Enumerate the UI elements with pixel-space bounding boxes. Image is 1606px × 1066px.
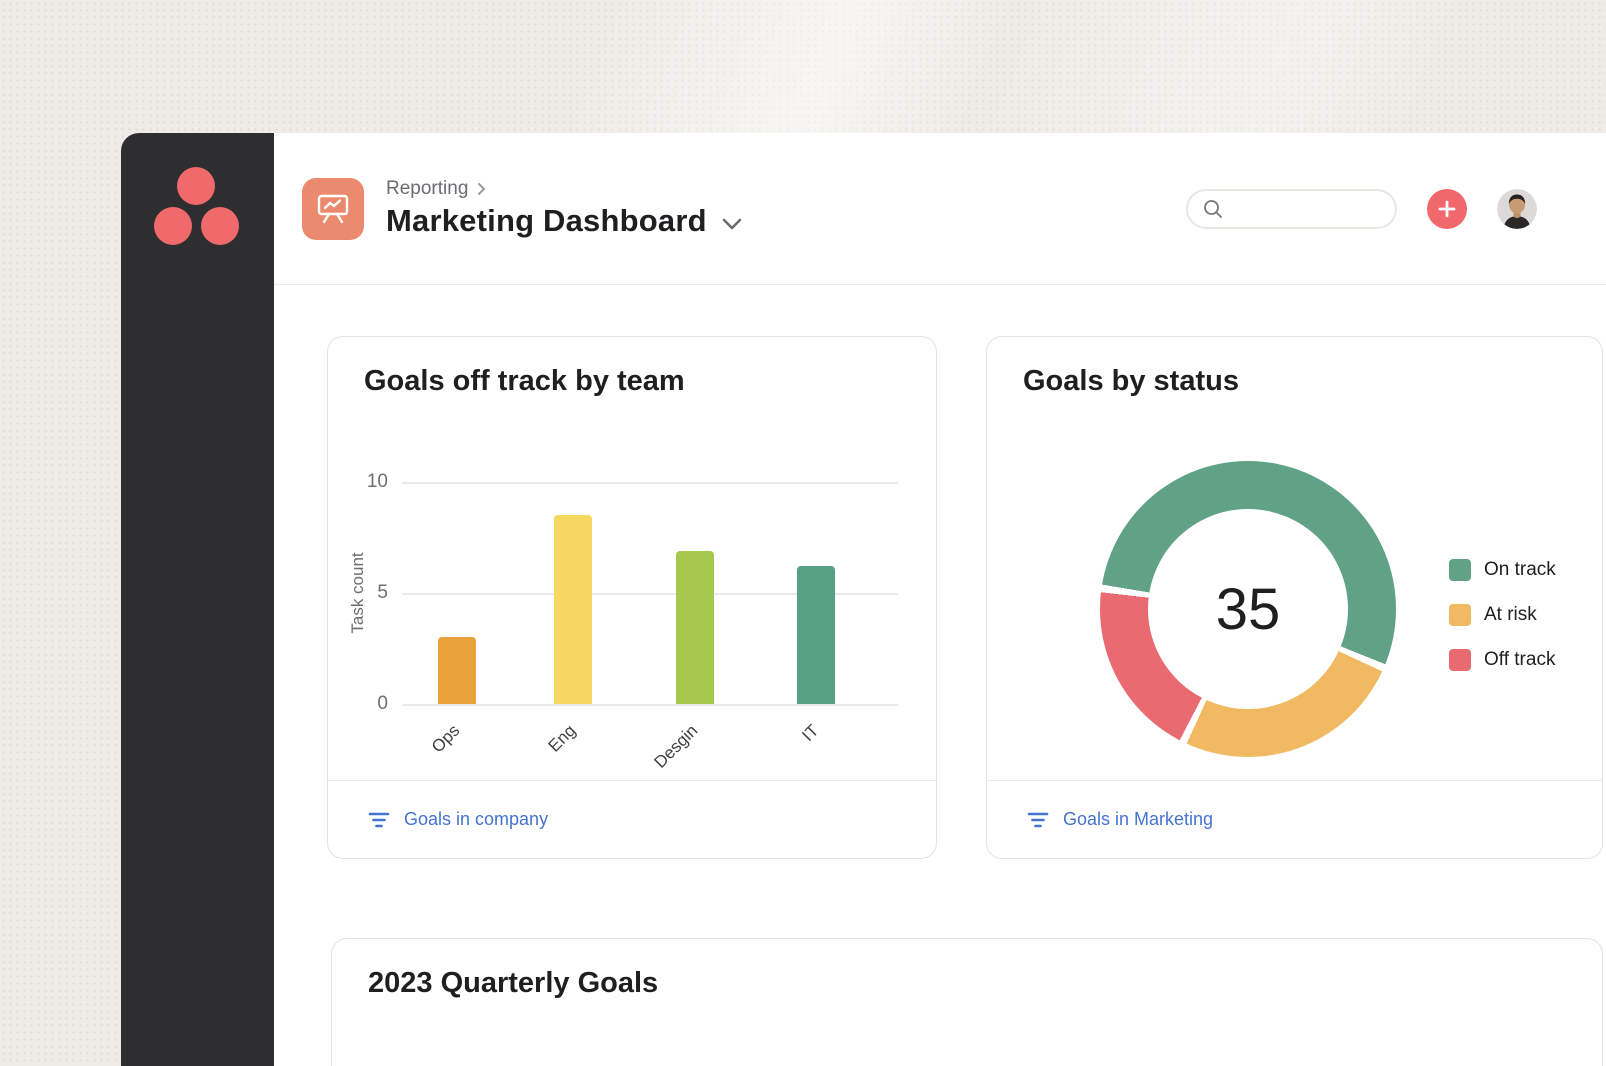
x-category-label: Desgin: [650, 720, 701, 772]
breadcrumb: Reporting: [386, 178, 743, 200]
search-bar[interactable]: [1186, 188, 1397, 229]
card-footer: Goals in company: [328, 780, 936, 858]
card-2023-quarterly-goals: 2023 Quarterly Goals 10: [331, 938, 1603, 1066]
legend-swatch: [1449, 559, 1471, 581]
filter-icon: [1027, 811, 1049, 829]
legend-swatch: [1449, 649, 1471, 671]
legend-label: On track: [1484, 559, 1556, 580]
legend-item-on-track: On track: [1449, 558, 1556, 582]
page-title: Marketing Dashboard: [386, 203, 707, 238]
bar-eng: [554, 515, 593, 704]
breadcrumb-reporting[interactable]: Reporting: [386, 178, 469, 199]
bar-chart: Task count 10 5 0 Ops Eng Desgin IT: [348, 471, 898, 772]
y-axis-title: Task count: [348, 552, 367, 634]
legend-label: At risk: [1484, 604, 1537, 625]
logo-dot: [177, 167, 215, 205]
legend-swatch: [1449, 604, 1471, 626]
x-category-label: IT: [798, 720, 823, 746]
y-tick-label: 0: [377, 693, 388, 714]
gridline: [402, 482, 898, 484]
sidebar: [121, 133, 274, 1066]
card-goals-off-track-by-team: Goals off track by team Task count 10 5 0 O…: [327, 336, 937, 859]
bar-desgin: [675, 550, 714, 704]
donut-chart: 35: [1100, 461, 1396, 757]
bar-it: [797, 566, 836, 704]
legend-label: Off track: [1484, 649, 1556, 670]
filter-icon: [368, 811, 390, 829]
goals-in-marketing-link[interactable]: Goals in Marketing: [1063, 809, 1214, 829]
main-area: Reporting Marketing Dashboard: [274, 133, 1606, 1066]
card-goals-by-status: Goals by status 35 On track At risk Off tr…: [986, 336, 1603, 859]
chevron-down-icon[interactable]: [721, 217, 743, 231]
chevron-right-icon: [476, 181, 487, 197]
dashboard-board-icon: [302, 177, 364, 240]
gridline: [402, 593, 898, 595]
legend-item-at-risk: At risk: [1449, 603, 1556, 627]
card-footer: Goals in Marketing: [987, 780, 1602, 858]
donut-center: 35: [1148, 509, 1348, 709]
asana-logo-icon[interactable]: [121, 167, 274, 247]
legend-item-off-track: Off track: [1449, 648, 1556, 672]
app-window: Reporting Marketing Dashboard: [121, 133, 1606, 1066]
title-block: Reporting Marketing Dashboard: [386, 178, 743, 239]
search-icon: [1202, 198, 1224, 220]
y-tick-label: 5: [377, 582, 388, 603]
chart-legend: On track At risk Off track: [1449, 558, 1556, 672]
create-button[interactable]: [1427, 188, 1467, 229]
y-tick-label: 10: [366, 471, 388, 492]
x-category-label: Eng: [544, 720, 580, 756]
search-input[interactable]: [1232, 199, 1383, 218]
page-header: Reporting Marketing Dashboard: [274, 133, 1606, 285]
card-title: 2023 Quarterly Goals: [368, 967, 659, 999]
logo-dot: [201, 207, 239, 245]
card-title: Goals by status: [1023, 365, 1239, 397]
dashboard-content: Goals off track by team Task count 10 5 0 O…: [274, 285, 1606, 1066]
bar-ops: [437, 637, 476, 704]
goals-in-company-link[interactable]: Goals in company: [404, 809, 549, 829]
gridline: [402, 704, 898, 706]
card-title: Goals off track by team: [364, 365, 685, 397]
x-category-label: Ops: [427, 720, 463, 757]
logo-dot: [154, 207, 192, 245]
donut-total-value: 35: [1215, 576, 1281, 642]
user-avatar[interactable]: [1497, 188, 1537, 229]
